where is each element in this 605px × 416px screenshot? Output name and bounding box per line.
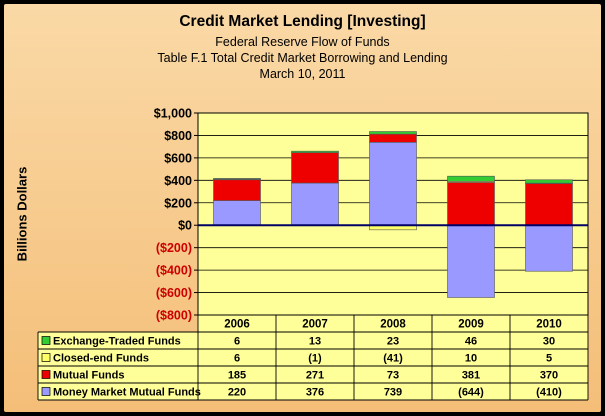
- y-tick-label: $400: [164, 174, 192, 188]
- data-label: 23: [387, 336, 399, 348]
- data-label: 73: [387, 370, 399, 382]
- legend-label: Closed-end Funds: [53, 353, 149, 365]
- data-label: 381: [462, 370, 480, 382]
- y-tick-label: $800: [164, 129, 192, 143]
- data-label: 6: [234, 336, 240, 348]
- data-label: 271: [306, 370, 324, 382]
- y-tick-label: ($400): [156, 264, 192, 278]
- bar-exchange-traded-funds2006: [213, 178, 261, 180]
- data-label: 6: [234, 353, 240, 365]
- bar-mutual-funds2007: [291, 152, 339, 184]
- data-table: 2006 2007 2008 2009 2010 Exchange-Traded Fund…: [37, 314, 589, 401]
- legend-label: Mutual Funds: [53, 370, 125, 382]
- legend-swatch: [41, 370, 51, 379]
- data-label: 370: [540, 370, 558, 382]
- data-label: 185: [228, 370, 246, 382]
- data-label: 30: [543, 336, 555, 348]
- x-tick-label: 2010: [536, 319, 562, 331]
- chart-subtitle-date: March 10, 2011: [259, 67, 346, 81]
- y-tick-label: $200: [164, 196, 192, 210]
- data-label: (1): [308, 353, 322, 365]
- chart-subtitle-table: Table F.1 Total Credit Market Borrowing …: [157, 51, 448, 65]
- legend-swatch: [41, 336, 51, 345]
- table-bg: [198, 315, 588, 400]
- data-label: 220: [228, 387, 246, 399]
- legend-swatch: [41, 353, 51, 362]
- y-tick-label: ($200): [156, 241, 192, 255]
- data-label: 5: [546, 353, 552, 365]
- bar-mutual-funds2008: [369, 133, 417, 143]
- bar-series: [213, 131, 573, 298]
- y-tick-label: $600: [164, 151, 192, 165]
- x-tick-label: 2009: [458, 319, 484, 331]
- bar-exchange-traded-funds2007: [291, 150, 339, 153]
- data-label: 13: [309, 336, 321, 348]
- data-label: 376: [306, 387, 324, 399]
- x-tick-label: 2008: [380, 319, 406, 331]
- bar-exchange-traded-funds2009: [447, 175, 495, 182]
- data-label: (410): [536, 387, 562, 399]
- data-label: 739: [384, 387, 402, 399]
- data-label: (644): [458, 387, 484, 399]
- bar-money-market-mutual-funds2006: [213, 200, 261, 226]
- data-label: 10: [465, 353, 477, 365]
- y-tick-label: ($600): [156, 286, 192, 300]
- bar-money-market-mutual-funds2009: [447, 224, 495, 298]
- x-tick-label: 2006: [224, 319, 250, 331]
- legend-label: Exchange-Traded Funds: [53, 336, 181, 348]
- bar-exchange-traded-funds2010: [525, 179, 573, 184]
- bar-money-market-mutual-funds2008: [369, 141, 417, 226]
- bar-money-market-mutual-funds2010: [525, 224, 573, 272]
- data-label: 46: [465, 336, 477, 348]
- legend-swatch: [41, 387, 51, 396]
- bar-mutual-funds2006: [213, 179, 261, 201]
- legend-label: Money Market Mutual Funds: [53, 387, 201, 399]
- bar-mutual-funds2009: [447, 182, 495, 226]
- y-axis-ticks: $1,000 $800 $600 $400 $200 $0 ($200) ($400) ($60…: [154, 107, 198, 323]
- chart-subtitle-source: Federal Reserve Flow of Funds: [215, 35, 390, 49]
- x-tick-label: 2007: [302, 319, 328, 331]
- bar-mutual-funds2010: [525, 183, 573, 226]
- bar-money-market-mutual-funds2007: [291, 182, 339, 226]
- y-tick-label: $0: [178, 219, 192, 233]
- chart-title: Credit Market Lending [Investing]: [179, 13, 426, 30]
- data-label: (41): [383, 353, 403, 365]
- bar-exchange-traded-funds2008: [369, 131, 417, 135]
- y-tick-label: $1,000: [154, 107, 192, 121]
- y-tick-label: ($800): [156, 309, 192, 323]
